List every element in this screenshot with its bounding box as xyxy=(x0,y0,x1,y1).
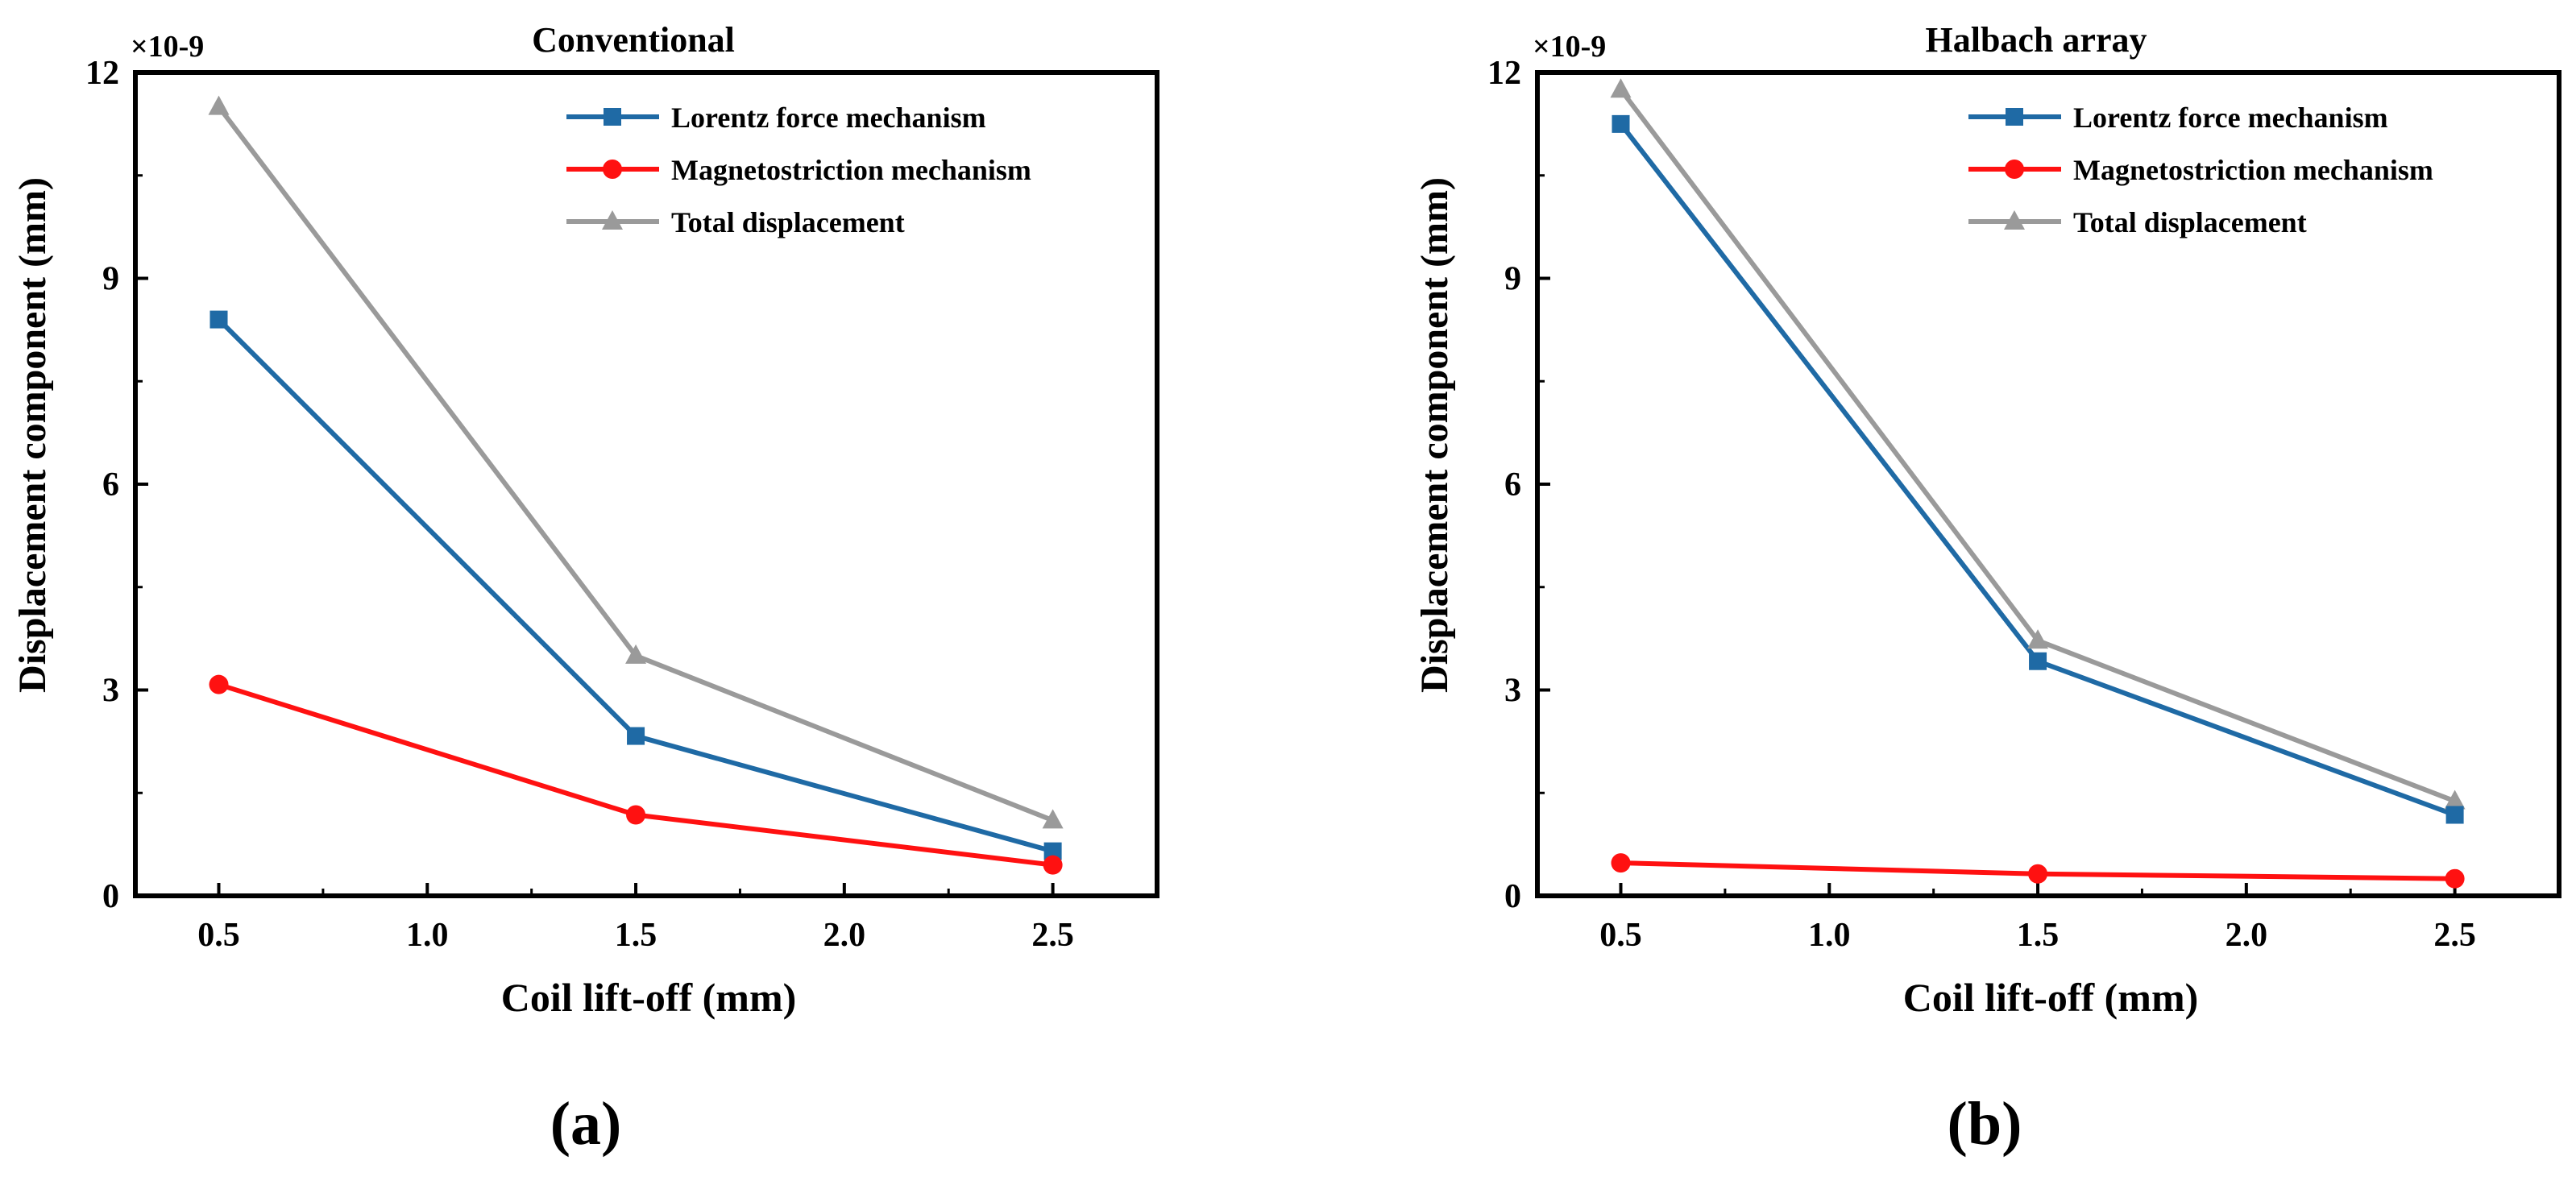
legend-marker-triangle xyxy=(2004,210,2025,230)
legend-marker-circle xyxy=(603,160,622,179)
y-tick-label: 0 xyxy=(102,878,119,915)
y-tick-label: 9 xyxy=(102,261,119,298)
y-tick-label: 12 xyxy=(85,55,119,92)
y-tick-label: 3 xyxy=(102,673,119,710)
data-point-lorentz xyxy=(209,310,228,329)
data-point-lorentz xyxy=(1612,114,1630,133)
data-point-total xyxy=(2444,790,2466,810)
data-point-magnetostriction xyxy=(1611,853,1631,873)
series-line-triangle xyxy=(217,105,1054,823)
data-point-total xyxy=(1042,809,1064,829)
plot-frame xyxy=(1535,70,2561,898)
x-tick-label: 1.5 xyxy=(615,917,657,954)
series-line-circle xyxy=(218,682,1053,868)
data-point-magnetostriction xyxy=(2028,864,2048,884)
legend-label: Lorentz force mechanism xyxy=(671,102,986,134)
y-tick-label: 6 xyxy=(1504,466,1521,504)
y-tick-label: 6 xyxy=(102,466,119,504)
data-point-lorentz xyxy=(1043,842,1062,860)
y-tick-label: 0 xyxy=(1504,878,1521,915)
data-point-total xyxy=(2027,629,2049,649)
y-axis-label: Displacement component (mm) xyxy=(11,177,54,693)
legend-label: Magnetostriction mechanism xyxy=(2073,154,2433,186)
x-tick-label: 2.0 xyxy=(823,917,866,954)
y-tick-label: 3 xyxy=(1504,673,1521,710)
legend-label: Total displacement xyxy=(671,206,905,238)
x-tick-label: 1.0 xyxy=(1808,917,1851,954)
data-point-total xyxy=(208,95,230,115)
x-axis-label: Coil lift-off (mm) xyxy=(1903,975,2199,1020)
legend-marker-square xyxy=(604,108,621,126)
y-axis-label: Displacement component (mm) xyxy=(1413,177,1456,693)
data-point-total xyxy=(1610,78,1632,98)
y-tick-label: 9 xyxy=(1504,261,1521,298)
legend-label: Lorentz force mechanism xyxy=(2073,102,2388,134)
chart-panel-conventional: Conventional ×10-9 Coil lift-off (mm) Di… xyxy=(11,20,1159,1158)
x-tick-label: 1.5 xyxy=(2017,917,2060,954)
legend-label: Magnetostriction mechanism xyxy=(671,154,1031,186)
legend-marker-circle xyxy=(2005,160,2024,179)
data-point-lorentz xyxy=(2029,652,2047,670)
y-tick-label: 12 xyxy=(1487,55,1521,92)
data-point-magnetostriction xyxy=(209,674,229,694)
x-tick-label: 1.0 xyxy=(406,917,449,954)
legend-label: Total displacement xyxy=(2073,206,2307,238)
y-multiplier: ×10-9 xyxy=(131,30,204,64)
x-tick-label: 0.5 xyxy=(197,917,240,954)
chart-title: Conventional xyxy=(532,20,735,60)
data-point-magnetostriction xyxy=(626,805,646,825)
chart-panel-halbach-array: Halbach array ×10-9 Coil lift-off (mm) D… xyxy=(1413,20,2561,1158)
x-tick-label: 2.5 xyxy=(2433,917,2476,954)
data-point-magnetostriction xyxy=(2445,868,2465,889)
x-axis-label: Coil lift-off (mm) xyxy=(501,975,797,1020)
x-tick-label: 2.5 xyxy=(1031,917,1074,954)
panel-label: (b) xyxy=(1948,1090,2022,1158)
data-point-total xyxy=(625,644,647,664)
series-line-square xyxy=(1619,122,2456,818)
panel-label: (a) xyxy=(550,1090,622,1158)
data-point-lorentz xyxy=(2445,806,2464,824)
x-tick-label: 2.0 xyxy=(2225,917,2268,954)
legend-marker-triangle xyxy=(602,210,623,230)
y-multiplier: ×10-9 xyxy=(1533,30,1606,64)
series-line-triangle xyxy=(1619,88,2456,804)
data-point-lorentz xyxy=(627,727,645,745)
data-point-magnetostriction xyxy=(1043,855,1063,875)
chart-title: Halbach array xyxy=(1926,20,2147,60)
legend-marker-square xyxy=(2006,108,2023,126)
x-tick-label: 0.5 xyxy=(1599,917,1642,954)
